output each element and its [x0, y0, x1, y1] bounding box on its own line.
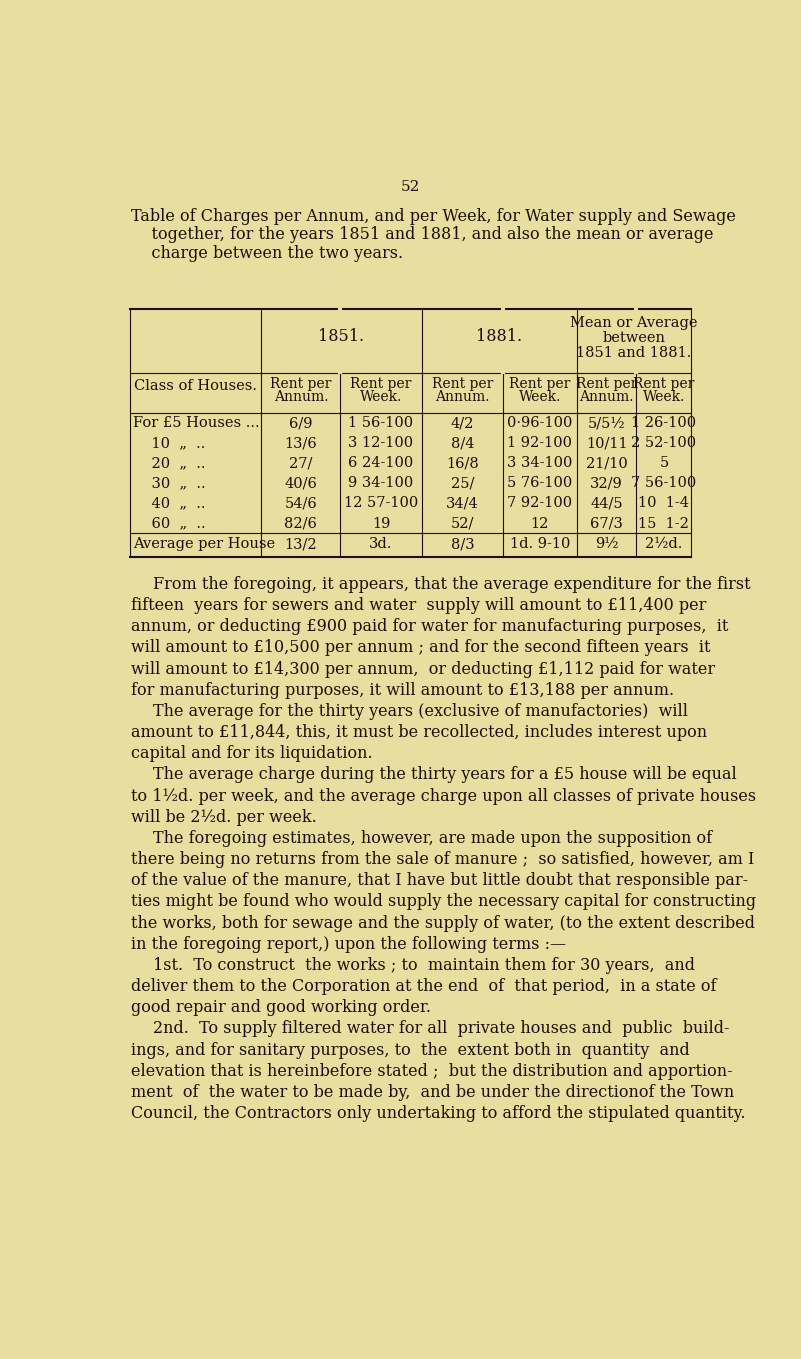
Text: will be 2½d. per week.: will be 2½d. per week. — [131, 809, 317, 826]
Text: 1 26-100: 1 26-100 — [631, 416, 697, 431]
Text: 32/9: 32/9 — [590, 477, 623, 491]
Text: 8/4: 8/4 — [451, 436, 474, 450]
Text: 1851.: 1851. — [319, 328, 364, 345]
Text: 7 92-100: 7 92-100 — [507, 496, 573, 511]
Text: Week.: Week. — [519, 390, 562, 404]
Text: the works, both for sewage and the supply of water, (to the extent described: the works, both for sewage and the suppl… — [131, 915, 755, 932]
Text: 13/2: 13/2 — [284, 537, 317, 552]
Text: Week.: Week. — [360, 390, 402, 404]
Text: 6 24-100: 6 24-100 — [348, 457, 413, 470]
Text: 9 34-100: 9 34-100 — [348, 477, 413, 491]
Text: 10/11: 10/11 — [586, 436, 627, 450]
Text: 34/4: 34/4 — [446, 496, 479, 511]
Text: capital and for its liquidation.: capital and for its liquidation. — [131, 745, 372, 762]
Text: 30  „  ..: 30 „ .. — [133, 477, 205, 491]
Text: 1d. 9-10: 1d. 9-10 — [509, 537, 570, 552]
Text: Average per House: Average per House — [133, 537, 275, 552]
Text: 3 12-100: 3 12-100 — [348, 436, 413, 450]
Text: annum, or deducting £900 paid for water for manufacturing purposes,  it: annum, or deducting £900 paid for water … — [131, 618, 728, 635]
Text: ties might be found who would supply the necessary capital for constructing: ties might be found who would supply the… — [131, 893, 756, 911]
Text: Rent per: Rent per — [509, 378, 570, 391]
Text: 52/: 52/ — [451, 516, 474, 530]
Text: Table of Charges per Annum, and per Week, for Water supply and Sewage: Table of Charges per Annum, and per Week… — [131, 208, 736, 224]
Text: in the foregoing report,) upon the following terms :—: in the foregoing report,) upon the follo… — [131, 936, 566, 953]
Text: 13/6: 13/6 — [284, 436, 317, 450]
Text: From the foregoing, it appears, that the average expenditure for the first: From the foregoing, it appears, that the… — [153, 576, 751, 593]
Text: Rent per: Rent per — [350, 378, 412, 391]
Text: 5/5½: 5/5½ — [588, 416, 626, 431]
Text: there being no returns from the sale of manure ;  so satisfied, however, am I: there being no returns from the sale of … — [131, 851, 755, 868]
Text: 1851 and 1881.: 1851 and 1881. — [577, 347, 692, 360]
Text: 2½d.: 2½d. — [646, 537, 682, 552]
Text: 7 56-100: 7 56-100 — [631, 477, 697, 491]
Text: Rent per: Rent per — [432, 378, 493, 391]
Text: for manufacturing purposes, it will amount to £13,188 per annum.: for manufacturing purposes, it will amou… — [131, 682, 674, 699]
Text: to 1½d. per week, and the average charge upon all classes of private houses: to 1½d. per week, and the average charge… — [131, 788, 756, 805]
Text: 54/6: 54/6 — [284, 496, 317, 511]
Text: Rent per: Rent per — [576, 378, 638, 391]
Text: 1 56-100: 1 56-100 — [348, 416, 413, 431]
Text: 8/3: 8/3 — [451, 537, 474, 552]
Text: Class of Houses.: Class of Houses. — [134, 379, 257, 393]
Text: 3d.: 3d. — [369, 537, 392, 552]
Text: 20  „  ..: 20 „ .. — [133, 457, 205, 470]
Text: 25/: 25/ — [451, 477, 474, 491]
Text: Annum.: Annum. — [435, 390, 489, 404]
Text: The average for the thirty years (exclusive of manufactories)  will: The average for the thirty years (exclus… — [153, 703, 688, 720]
Text: together, for the years 1851 and 1881, and also the mean or average: together, for the years 1851 and 1881, a… — [131, 226, 714, 243]
Text: 12: 12 — [531, 516, 549, 530]
Text: 6/9: 6/9 — [289, 416, 312, 431]
Text: 10  „  ..: 10 „ .. — [133, 436, 205, 450]
Text: 67/3: 67/3 — [590, 516, 623, 530]
Text: 0·96-100: 0·96-100 — [507, 416, 573, 431]
Text: amount to £11,844, this, it must be recollected, includes interest upon: amount to £11,844, this, it must be reco… — [131, 724, 707, 741]
Text: fifteen  years for sewers and water  supply will amount to £11,400 per: fifteen years for sewers and water suppl… — [131, 597, 706, 614]
Text: Annum.: Annum. — [579, 390, 634, 404]
Text: 1 92-100: 1 92-100 — [508, 436, 573, 450]
Text: 5 76-100: 5 76-100 — [507, 477, 573, 491]
Text: 40  „  ..: 40 „ .. — [133, 496, 205, 511]
Text: will amount to £14,300 per annum,  or deducting £1,112 paid for water: will amount to £14,300 per annum, or ded… — [131, 660, 715, 678]
Text: charge between the two years.: charge between the two years. — [131, 245, 403, 262]
Text: 21/10: 21/10 — [586, 457, 627, 470]
Text: 60  „  ..: 60 „ .. — [133, 516, 205, 530]
Text: Annum.: Annum. — [274, 390, 328, 404]
Text: elevation that is hereinbefore stated ;  but the distribution and apportion-: elevation that is hereinbefore stated ; … — [131, 1063, 733, 1080]
Text: 16/8: 16/8 — [446, 457, 479, 470]
Text: For £5 Houses ...: For £5 Houses ... — [133, 416, 260, 431]
Text: Mean or Average: Mean or Average — [570, 315, 698, 329]
Text: 10  1-4: 10 1-4 — [638, 496, 690, 511]
Text: Rent per: Rent per — [270, 378, 332, 391]
Text: 1881.: 1881. — [476, 328, 522, 345]
Text: 44/5: 44/5 — [590, 496, 623, 511]
Text: 1st.  To construct  the works ; to  maintain them for 30 years,  and: 1st. To construct the works ; to maintai… — [153, 957, 694, 974]
Text: Council, the Contractors only undertaking to afford the stipulated quantity.: Council, the Contractors only undertakin… — [131, 1105, 746, 1123]
Text: 19: 19 — [372, 516, 390, 530]
Text: 27/: 27/ — [289, 457, 312, 470]
Text: 2nd.  To supply filtered water for all  private houses and  public  build-: 2nd. To supply filtered water for all pr… — [153, 1021, 730, 1037]
Text: 82/6: 82/6 — [284, 516, 317, 530]
Text: will amount to £10,500 per annum ; and for the second fifteen years  it: will amount to £10,500 per annum ; and f… — [131, 639, 710, 656]
Text: Rent per: Rent per — [634, 378, 694, 391]
Text: 40/6: 40/6 — [284, 477, 317, 491]
Text: The average charge during the thirty years for a £5 house will be equal: The average charge during the thirty yea… — [153, 766, 737, 783]
Text: 5: 5 — [659, 457, 669, 470]
Text: 15  1-2: 15 1-2 — [638, 516, 690, 530]
Text: The foregoing estimates, however, are made upon the supposition of: The foregoing estimates, however, are ma… — [153, 830, 712, 847]
Text: 12 57-100: 12 57-100 — [344, 496, 418, 511]
Text: 9½: 9½ — [595, 537, 618, 552]
Text: deliver them to the Corporation at the end  of  that period,  in a state of: deliver them to the Corporation at the e… — [131, 978, 717, 995]
Text: ings, and for sanitary purposes, to  the  extent both in  quantity  and: ings, and for sanitary purposes, to the … — [131, 1041, 690, 1059]
Text: ment  of  the water to be made by,  and be under the directionof the Town: ment of the water to be made by, and be … — [131, 1084, 735, 1101]
Text: 4/2: 4/2 — [451, 416, 474, 431]
Text: 52: 52 — [400, 179, 420, 194]
Text: Week.: Week. — [642, 390, 685, 404]
Text: of the value of the manure, that I have but little doubt that responsible par-: of the value of the manure, that I have … — [131, 872, 748, 889]
Text: 2 52-100: 2 52-100 — [631, 436, 697, 450]
Text: between: between — [602, 332, 666, 345]
Text: good repair and good working order.: good repair and good working order. — [131, 999, 431, 1017]
Text: 3 34-100: 3 34-100 — [507, 457, 573, 470]
